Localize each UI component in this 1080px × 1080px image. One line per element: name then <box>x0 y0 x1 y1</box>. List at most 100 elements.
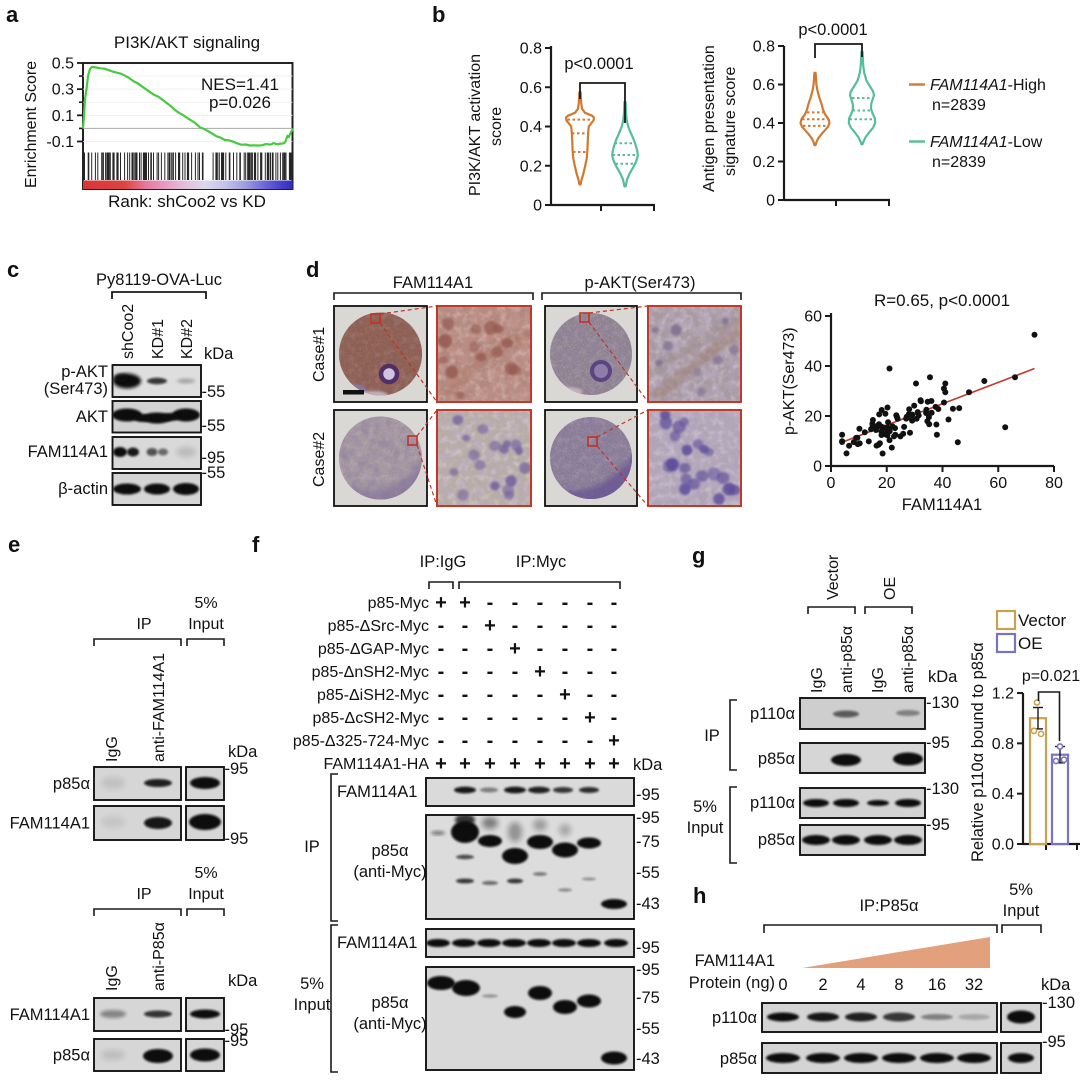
svg-text:(anti-Myc): (anti-Myc) <box>353 1015 426 1033</box>
svg-text:FAM114A1: FAM114A1 <box>10 815 90 833</box>
svg-text:β-actin: β-actin <box>58 480 108 498</box>
svg-text:0.1: 0.1 <box>52 108 74 125</box>
svg-text:-: - <box>438 684 445 706</box>
svg-text:80: 80 <box>1045 475 1063 492</box>
svg-text:-95: -95 <box>926 734 950 752</box>
svg-text:60: 60 <box>989 475 1007 492</box>
svg-text:0.8: 0.8 <box>992 736 1014 753</box>
svg-text:-: - <box>611 684 618 706</box>
svg-text:-75: -75 <box>636 989 660 1007</box>
svg-text:-: - <box>438 615 445 637</box>
svg-text:5%: 5% <box>300 975 324 993</box>
svg-text:-95: -95 <box>636 809 660 827</box>
svg-text:FAM114A1: FAM114A1 <box>902 496 982 514</box>
svg-text:FAM114A1: FAM114A1 <box>10 1006 90 1024</box>
svg-text:R=0.65, p<0.0001: R=0.65, p<0.0001 <box>874 291 1010 310</box>
svg-text:0.2: 0.2 <box>753 154 775 171</box>
svg-text:p110α: p110α <box>712 1009 757 1027</box>
svg-text:-: - <box>438 638 445 660</box>
svg-text:p85-ΔSrc-Myc: p85-ΔSrc-Myc <box>328 618 429 635</box>
svg-text:Py8119-OVA-Luc: Py8119-OVA-Luc <box>96 271 222 289</box>
svg-text:-: - <box>512 730 519 752</box>
svg-text:-55: -55 <box>202 383 226 401</box>
svg-text:+: + <box>484 615 496 637</box>
svg-text:8: 8 <box>894 976 903 994</box>
svg-text:0: 0 <box>533 198 542 215</box>
svg-text:-: - <box>562 592 569 614</box>
svg-text:p-AKT(Ser473): p-AKT(Ser473) <box>585 274 696 292</box>
svg-text:Input: Input <box>687 819 724 837</box>
svg-text:-: - <box>512 592 519 614</box>
svg-text:0: 0 <box>766 193 775 210</box>
svg-text:-95: -95 <box>636 786 660 804</box>
svg-text:f: f <box>252 532 260 557</box>
svg-text:+: + <box>584 753 596 775</box>
svg-text:n=2839: n=2839 <box>932 97 986 114</box>
svg-text:FAM114A1: FAM114A1 <box>695 952 775 970</box>
svg-text:-95: -95 <box>1042 1033 1066 1051</box>
svg-text:0.6: 0.6 <box>520 80 542 97</box>
svg-text:p85α: p85α <box>371 994 409 1012</box>
svg-text:-: - <box>562 707 569 729</box>
svg-text:-: - <box>487 730 494 752</box>
svg-text:Case#1: Case#1 <box>311 327 328 382</box>
svg-text:kDa: kDa <box>633 756 663 774</box>
svg-text:0.4: 0.4 <box>992 786 1014 803</box>
svg-text:IP: IP <box>704 727 720 745</box>
svg-text:-43: -43 <box>636 1050 660 1068</box>
svg-text:Antigen presentation: Antigen presentation <box>701 45 718 192</box>
svg-text:p85α: p85α <box>371 842 409 860</box>
svg-text:Rank: shCoo2 vs KD: Rank: shCoo2 vs KD <box>108 192 266 211</box>
svg-text:20: 20 <box>804 409 822 426</box>
svg-text:p85-ΔnSH2-Myc: p85-ΔnSH2-Myc <box>312 664 429 681</box>
svg-text:Protein (ng): Protein (ng) <box>689 974 775 992</box>
svg-text:anti-p85α: anti-p85α <box>839 626 856 693</box>
svg-text:0.5: 0.5 <box>52 56 74 73</box>
svg-text:p85α: p85α <box>53 1047 91 1065</box>
svg-text:Input: Input <box>188 616 224 633</box>
svg-text:-: - <box>587 661 594 683</box>
svg-text:-: - <box>611 615 618 637</box>
svg-text:IP: IP <box>136 886 151 903</box>
svg-text:anti-p85α: anti-p85α <box>900 626 917 693</box>
svg-text:+: + <box>459 753 471 775</box>
svg-text:score: score <box>488 107 505 146</box>
svg-text:p110α: p110α <box>750 705 795 723</box>
svg-text:-0.1: -0.1 <box>46 134 74 151</box>
svg-text:-: - <box>462 730 469 752</box>
svg-text:kDa: kDa <box>228 743 258 761</box>
svg-text:-55: -55 <box>636 1020 660 1038</box>
svg-text:FAM114A1-High: FAM114A1-High <box>930 77 1046 94</box>
svg-text:-55: -55 <box>202 417 226 435</box>
svg-text:0: 0 <box>813 459 822 476</box>
svg-text:kDa: kDa <box>204 345 234 363</box>
svg-text:16: 16 <box>928 976 946 994</box>
svg-text:-: - <box>438 661 445 683</box>
svg-text:FAM114A1-HA: FAM114A1-HA <box>323 756 429 773</box>
svg-text:p85-ΔcSH2-Myc: p85-ΔcSH2-Myc <box>313 710 430 727</box>
svg-text:-: - <box>611 707 618 729</box>
svg-text:5%: 5% <box>194 865 217 882</box>
svg-text:-: - <box>562 661 569 683</box>
svg-text:b: b <box>432 2 445 27</box>
svg-text:p85α: p85α <box>53 775 91 793</box>
svg-text:-95: -95 <box>636 961 660 979</box>
svg-text:shCoo2: shCoo2 <box>120 304 137 359</box>
svg-text:anti-FAM114A1: anti-FAM114A1 <box>151 653 168 762</box>
svg-text:-130: -130 <box>1042 994 1075 1012</box>
svg-text:d: d <box>306 257 319 282</box>
svg-text:40: 40 <box>804 359 822 376</box>
svg-text:p85α: p85α <box>758 750 796 768</box>
svg-text:Input: Input <box>294 996 331 1014</box>
svg-text:kDa: kDa <box>228 972 258 990</box>
svg-text:+: + <box>509 753 521 775</box>
svg-text:Enrichment Score: Enrichment Score <box>23 61 40 188</box>
svg-text:p85-ΔiSH2-Myc: p85-ΔiSH2-Myc <box>317 687 429 704</box>
svg-text:-: - <box>487 707 494 729</box>
svg-text:IgG: IgG <box>104 736 121 762</box>
svg-text:-75: -75 <box>636 833 660 851</box>
svg-text:Relative p110α bound to p85α: Relative p110α bound to p85α <box>969 642 987 862</box>
svg-text:-: - <box>438 730 445 752</box>
svg-text:-95: -95 <box>926 816 950 834</box>
svg-text:-: - <box>611 638 618 660</box>
